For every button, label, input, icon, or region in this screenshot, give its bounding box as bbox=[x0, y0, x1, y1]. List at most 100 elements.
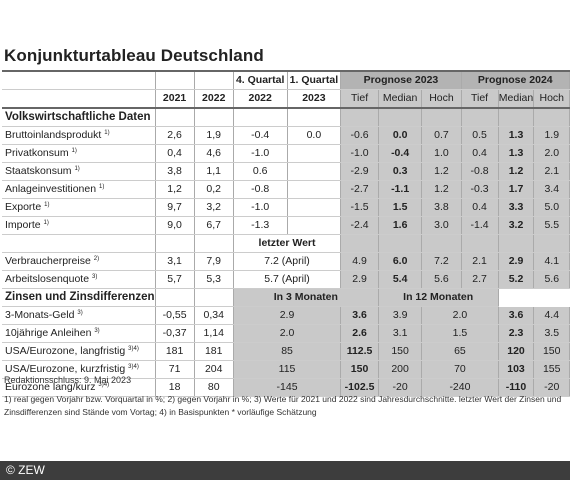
table-cell: -1.5 bbox=[340, 198, 379, 217]
table-cell: 3,1 bbox=[155, 252, 195, 271]
row-label: Staatskonsum 1) bbox=[2, 162, 156, 181]
table-cell: 3.1 bbox=[378, 324, 423, 343]
section-zinsen: Zinsen und Zinsdifferenzen bbox=[2, 288, 156, 307]
header-tief-2024: Tief bbox=[461, 89, 499, 109]
row-label: Bruttoinlandsprodukt 1) bbox=[2, 126, 156, 145]
table-cell: 1,1 bbox=[194, 162, 234, 181]
table-cell: 2.1 bbox=[461, 252, 499, 271]
table-cell: -0.4 bbox=[233, 126, 288, 145]
table-row: USA/Eurozone, langfristig 3)4) 181 181 85 11… bbox=[2, 342, 570, 361]
row-label: Exporte 1) bbox=[2, 198, 156, 217]
table-cell: 7.2 bbox=[421, 252, 462, 271]
header-prognose-2023: Prognose 2023 bbox=[340, 70, 462, 90]
row-label: Anlageinvestitionen 1) bbox=[2, 180, 156, 199]
footnote-text: 1) real gegen Vorjahr bzw. Vorquartal in… bbox=[4, 394, 562, 417]
table-cell: 70 bbox=[421, 360, 499, 379]
table-cell: 181 bbox=[155, 342, 195, 361]
table-cell: 5.0 bbox=[533, 198, 570, 217]
section-volkswirtschaft: Volkswirtschaftliche Daten bbox=[2, 108, 156, 127]
table-cell: -102.5 bbox=[340, 378, 379, 397]
table-row: 10jährige Anleihen 3) -0,37 1,14 2.0 2.6 3.1 1… bbox=[2, 324, 570, 343]
table-cell: 120 bbox=[498, 342, 535, 361]
table-cell: -1.3 bbox=[233, 216, 288, 235]
table-cell: 2.1 bbox=[533, 162, 570, 181]
table-row: 3-Monats-Geld 3) -0,55 0,34 2.9 3.6 3.9 2.0 3.6… bbox=[2, 306, 570, 325]
table-cell: -2.4 bbox=[340, 216, 379, 235]
table-cell: 1.3 bbox=[498, 126, 535, 145]
table-cell: 4,6 bbox=[194, 144, 234, 163]
table-row: USA/Eurozone, kurzfristig 3)4) 71 204 115 15… bbox=[2, 360, 570, 379]
table-cell: 4.1 bbox=[533, 252, 570, 271]
table-cell: 71 bbox=[155, 360, 195, 379]
table-cell: 150 bbox=[340, 360, 379, 379]
table-cell: 1.9 bbox=[533, 126, 570, 145]
table-cell: 7,9 bbox=[194, 252, 234, 271]
header-2022-q4: 2022 bbox=[233, 89, 288, 109]
table-cell: 2.0 bbox=[233, 324, 342, 343]
redaktionsschluss: Redaktionsschluss: 9. Mai 2023 bbox=[4, 375, 132, 385]
table-cell: 5.5 bbox=[533, 216, 570, 235]
table-cell: -0.3 bbox=[461, 180, 499, 199]
table-cell: 9,0 bbox=[155, 216, 195, 235]
row-label: 3-Monats-Geld 3) bbox=[2, 306, 156, 325]
table-cell: 150 bbox=[378, 342, 423, 361]
row-label: Verbraucherpreise 2) bbox=[2, 252, 156, 271]
table-cell: -1.0 bbox=[233, 144, 288, 163]
table-cell: 3.0 bbox=[421, 216, 462, 235]
table-row: Verbraucherpreise 2) 3,1 7,9 7.2 (April) 4.9… bbox=[2, 252, 570, 271]
table-cell: 0.4 bbox=[461, 144, 499, 163]
table-cell: 65 bbox=[421, 342, 499, 361]
section-row-1: Volkswirtschaftliche Daten bbox=[2, 108, 570, 127]
table-cell: 3.9 bbox=[378, 306, 423, 325]
table-cell: 181 bbox=[194, 342, 234, 361]
header-2022: 2022 bbox=[194, 89, 234, 109]
header-q4: 4. Quartal bbox=[233, 70, 288, 90]
page-title: Konjunkturtableau Deutschland bbox=[4, 46, 264, 65]
table-cell: 2.9 bbox=[498, 252, 535, 271]
table-cell: 0.0 bbox=[287, 126, 342, 145]
table-cell: 1.2 bbox=[421, 180, 462, 199]
table-cell: 0.7 bbox=[421, 126, 462, 145]
table-cell: 3,8 bbox=[155, 162, 195, 181]
table-row: Staatskonsum 1) 3,8 1,1 0.6 -2.9 0.3 1.2 -0.8 1.… bbox=[2, 162, 570, 181]
table-cell: -2.9 bbox=[340, 162, 379, 181]
table-cell: 4.4 bbox=[533, 306, 570, 325]
table-cell: 1,14 bbox=[194, 324, 234, 343]
table-cell: 3.2 bbox=[498, 216, 535, 235]
header-hoch-2023: Hoch bbox=[421, 89, 462, 109]
table-row: Privatkonsum 1) 0,4 4,6 -1.0 -1.0 -0.4 1.0 0.4 1… bbox=[2, 144, 570, 163]
table-cell: -240 bbox=[421, 378, 499, 397]
table-cell: 5.2 bbox=[498, 270, 535, 289]
table-cell: 2.0 bbox=[533, 144, 570, 163]
table-cell: 0.3 bbox=[378, 162, 423, 181]
table-row: Arbeitslosenquote 3) 5,7 5,3 5.7 (April) 2.9… bbox=[2, 270, 570, 289]
header-q1: 1. Quartal bbox=[287, 70, 342, 90]
table-cell: 1,9 bbox=[194, 126, 234, 145]
table-cell: 0.6 bbox=[233, 162, 288, 181]
table-row: Anlageinvestitionen 1) 1,2 0,2 -0.8 -2.7 -1.1… bbox=[2, 180, 570, 199]
table-cell: -20 bbox=[533, 378, 570, 397]
table-cell: -1.1 bbox=[378, 180, 423, 199]
table-row: Eurozone lang/kurz 3)4) 18 80 -145 -102.5 -20… bbox=[2, 378, 570, 397]
table-cell: 1.5 bbox=[378, 198, 423, 217]
table-cell: 155 bbox=[533, 360, 570, 379]
table-cell: 1,2 bbox=[155, 180, 195, 199]
table-cell: 5,3 bbox=[194, 270, 234, 289]
letzter-wert-row: letzter Wert bbox=[2, 234, 570, 253]
table-cell: 0,2 bbox=[194, 180, 234, 199]
row-label: 10jährige Anleihen 3) bbox=[2, 324, 156, 343]
header-prognose-2024: Prognose 2024 bbox=[461, 70, 570, 90]
table-cell: -0,37 bbox=[155, 324, 195, 343]
table-cell: -0,55 bbox=[155, 306, 195, 325]
table-cell: 6,7 bbox=[194, 216, 234, 235]
header-row-1: 4. Quartal 1. Quartal Prognose 2023 Prog… bbox=[2, 70, 570, 90]
table-cell bbox=[287, 162, 342, 181]
table-cell: 18 bbox=[155, 378, 195, 397]
table-cell: -0.6 bbox=[340, 126, 379, 145]
table-cell: 0,4 bbox=[155, 144, 195, 163]
footer-bar: © ZEW bbox=[0, 461, 570, 480]
table-cell: 5.6 bbox=[421, 270, 462, 289]
table-cell: 1.5 bbox=[421, 324, 499, 343]
table-cell: 5.7 (April) bbox=[233, 270, 342, 289]
table-cell: 2.0 bbox=[421, 306, 499, 325]
